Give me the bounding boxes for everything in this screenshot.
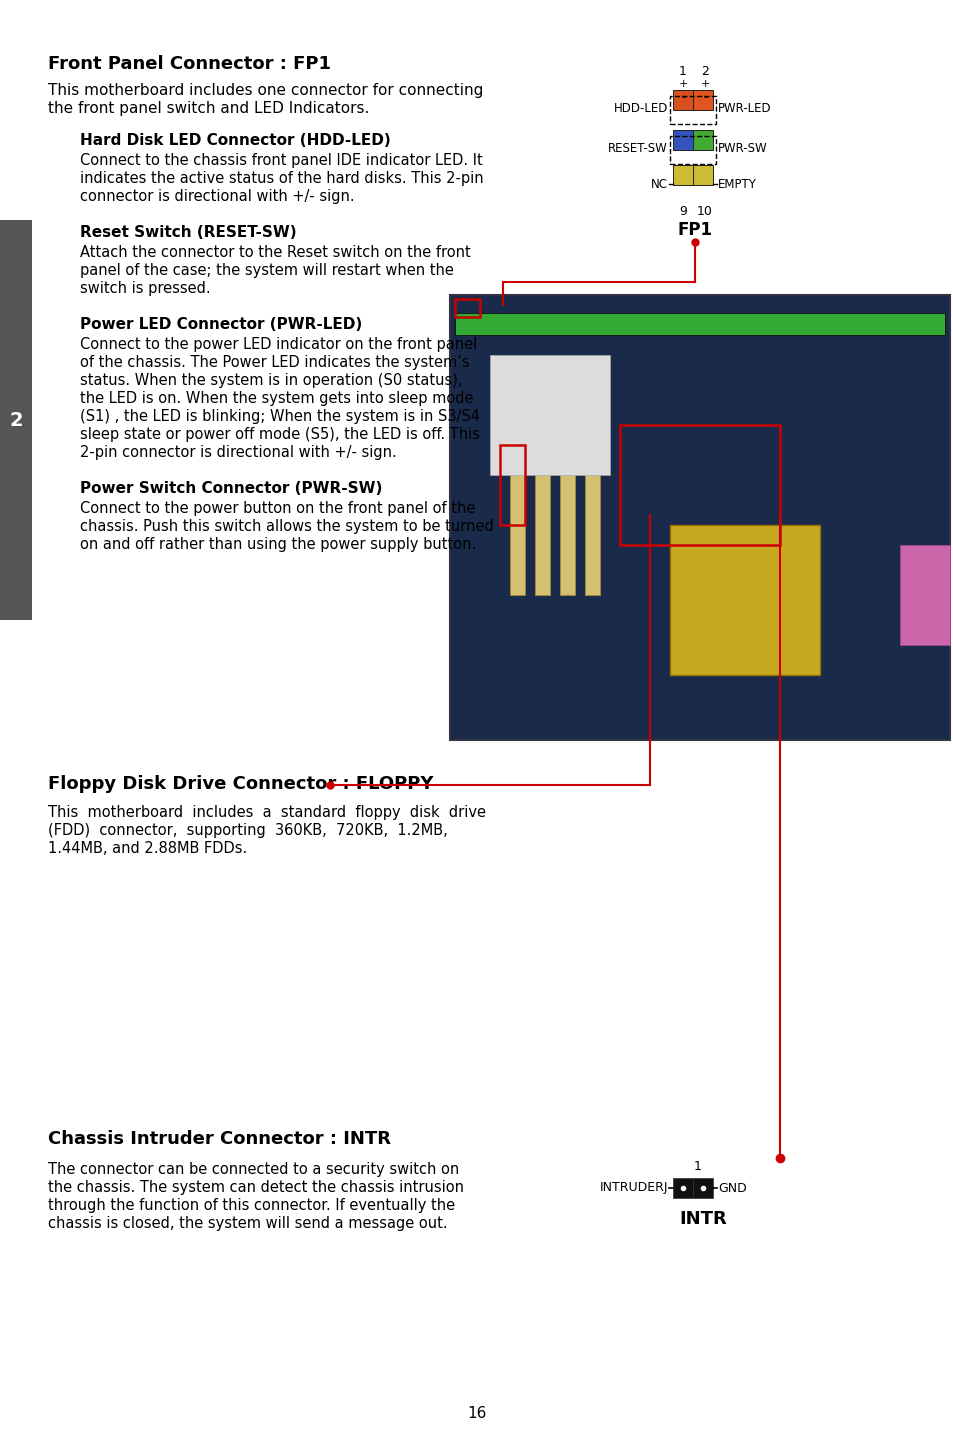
Text: through the function of this connector. If eventually the: through the function of this connector. … (48, 1198, 455, 1212)
Text: FP1: FP1 (677, 221, 712, 240)
Text: 2: 2 (10, 411, 23, 430)
Text: PWR-SW: PWR-SW (718, 142, 767, 155)
Text: the LED is on. When the system gets into sleep mode: the LED is on. When the system gets into… (80, 391, 473, 407)
Bar (499, 444, 524, 526)
Text: the chassis. The system can detect the chassis intrusion: the chassis. The system can detect the c… (48, 1180, 463, 1195)
Text: This motherboard includes one connector for connecting: This motherboard includes one connector … (48, 83, 483, 97)
Text: HDD-LED: HDD-LED (613, 103, 667, 116)
Bar (672, 90, 692, 110)
Text: on and off rather than using the power supply button.: on and off rather than using the power s… (80, 537, 476, 552)
Text: Power LED Connector (PWR-LED): Power LED Connector (PWR-LED) (80, 317, 362, 333)
Text: -: - (680, 91, 684, 102)
Bar (672, 131, 692, 150)
Text: 2-pin connector is directional with +/- sign.: 2-pin connector is directional with +/- … (80, 444, 396, 460)
Bar (450, 295, 949, 741)
Text: status. When the system is in operation (S0 status),: status. When the system is in operation … (80, 373, 462, 388)
Bar (692, 166, 712, 184)
Bar (669, 526, 820, 675)
Text: 1.44MB, and 2.88MB FDDs.: 1.44MB, and 2.88MB FDDs. (48, 841, 247, 857)
Text: NC: NC (650, 177, 667, 190)
Text: This  motherboard  includes  a  standard  floppy  disk  drive: This motherboard includes a standard flo… (48, 804, 485, 820)
Text: Connect to the chassis front panel IDE indicator LED. It: Connect to the chassis front panel IDE i… (80, 152, 482, 168)
Bar (692, 90, 712, 110)
Text: (S1) , the LED is blinking; When the system is in S3/S4: (S1) , the LED is blinking; When the sys… (80, 409, 479, 424)
Bar (455, 299, 479, 317)
Text: +: + (678, 78, 687, 89)
Bar (559, 395, 575, 595)
Text: GND: GND (718, 1182, 746, 1195)
Text: sleep state or power off mode (S5), the LED is off. This: sleep state or power off mode (S5), the … (80, 427, 479, 441)
Text: chassis is closed, the system will send a message out.: chassis is closed, the system will send … (48, 1215, 447, 1231)
Text: Chassis Intruder Connector : INTR: Chassis Intruder Connector : INTR (48, 1130, 391, 1149)
Bar (669, 136, 716, 164)
Text: RESET-SW: RESET-SW (608, 142, 667, 155)
Text: -: - (702, 91, 706, 102)
Text: 10: 10 (697, 205, 712, 218)
Text: Front Panel Connector : FP1: Front Panel Connector : FP1 (48, 55, 331, 73)
Bar (535, 395, 550, 595)
Bar (0, 221, 32, 620)
Text: 9: 9 (679, 205, 686, 218)
Text: of the chassis. The Power LED indicates the system’s: of the chassis. The Power LED indicates … (80, 354, 469, 370)
Text: 16: 16 (467, 1407, 486, 1422)
Text: Hard Disk LED Connector (HDD-LED): Hard Disk LED Connector (HDD-LED) (80, 134, 391, 148)
Text: 2: 2 (700, 65, 708, 78)
Bar (669, 96, 716, 123)
Text: EMPTY: EMPTY (718, 177, 756, 190)
Text: the front panel switch and LED Indicators.: the front panel switch and LED Indicator… (48, 102, 369, 116)
Bar (692, 1178, 712, 1198)
Text: (FDD)  connector,  supporting  360KB,  720KB,  1.2MB,: (FDD) connector, supporting 360KB, 720KB… (48, 823, 447, 838)
Text: Floppy Disk Drive Connector : FLOPPY: Floppy Disk Drive Connector : FLOPPY (48, 775, 433, 793)
Text: 1: 1 (679, 65, 686, 78)
Text: INTRUDERJ: INTRUDERJ (598, 1182, 667, 1195)
Bar (672, 166, 692, 184)
Text: +: + (700, 78, 709, 89)
Text: Power Switch Connector (PWR-SW): Power Switch Connector (PWR-SW) (80, 481, 382, 497)
Text: Attach the connector to the Reset switch on the front: Attach the connector to the Reset switch… (80, 245, 470, 260)
Text: INTR: INTR (679, 1210, 726, 1228)
Bar (510, 395, 524, 595)
Text: Connect to the power LED indicator on the front panel: Connect to the power LED indicator on th… (80, 337, 476, 351)
Text: The connector can be connected to a security switch on: The connector can be connected to a secu… (48, 1162, 458, 1178)
Bar (692, 131, 712, 150)
Text: panel of the case; the system will restart when the: panel of the case; the system will resta… (80, 263, 454, 277)
Bar (455, 314, 944, 335)
Bar (619, 425, 780, 544)
Bar (899, 544, 949, 645)
Bar (672, 1178, 692, 1198)
Text: Connect to the power button on the front panel of the: Connect to the power button on the front… (80, 501, 475, 515)
Text: PWR-LED: PWR-LED (718, 103, 771, 116)
Text: chassis. Push this switch allows the system to be turned: chassis. Push this switch allows the sys… (80, 518, 494, 534)
Bar (490, 354, 609, 475)
Text: connector is directional with +/- sign.: connector is directional with +/- sign. (80, 189, 355, 203)
Text: Reset Switch (RESET-SW): Reset Switch (RESET-SW) (80, 225, 296, 240)
Text: 1: 1 (694, 1160, 701, 1173)
Text: switch is pressed.: switch is pressed. (80, 282, 211, 296)
Bar (584, 395, 599, 595)
Text: indicates the active status of the hard disks. This 2-pin: indicates the active status of the hard … (80, 171, 483, 186)
